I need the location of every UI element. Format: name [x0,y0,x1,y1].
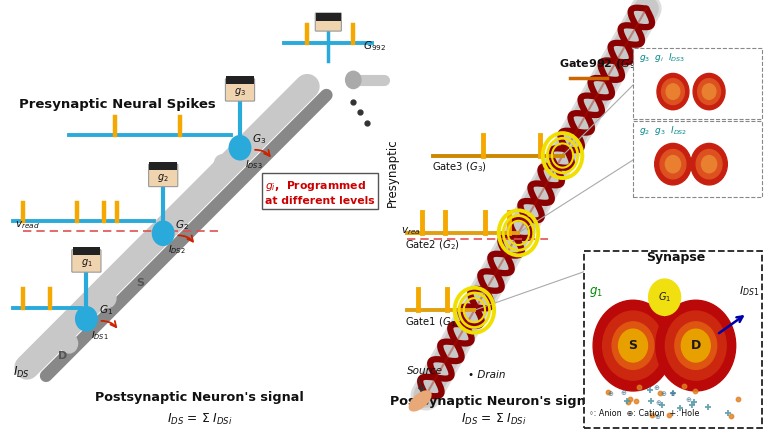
Text: Synapse: Synapse [647,251,706,264]
Text: ⊕: ⊕ [670,391,676,397]
Circle shape [697,79,720,105]
Bar [226,76,253,84]
Text: Source: Source [407,365,443,376]
Circle shape [612,322,654,369]
Circle shape [656,300,736,391]
Text: $g_2$: $g_2$ [157,172,169,184]
Circle shape [346,71,361,89]
Circle shape [665,156,680,173]
FancyBboxPatch shape [226,79,255,101]
Circle shape [61,334,78,353]
Circle shape [657,73,689,110]
Text: ⊕: ⊕ [655,400,661,406]
Text: $I_{DS}$ = $\Sigma$ $I_{DSi}$: $I_{DS}$ = $\Sigma$ $I_{DSi}$ [167,412,233,426]
Text: $I_{DS1}$: $I_{DS1}$ [91,329,109,342]
Text: $g_1$: $g_1$ [81,257,92,270]
Text: ⊕: ⊕ [654,414,660,420]
Circle shape [603,311,664,380]
FancyBboxPatch shape [316,13,341,31]
Text: Gate992 ($G_{992}$): Gate992 ($G_{992}$) [559,57,650,71]
Text: $G_3$: $G_3$ [252,133,266,146]
Circle shape [649,279,680,315]
Circle shape [618,329,647,362]
Text: Postsynaptic Neuron's signal: Postsynaptic Neuron's signal [95,391,304,404]
Bar [150,162,177,170]
Text: $I_{DS}$: $I_{DS}$ [14,365,30,380]
Text: $g_1$: $g_1$ [589,285,604,299]
Text: $v_{read}$: $v_{read}$ [401,225,425,237]
Bar [72,248,100,255]
Text: Presynaptic Neural Spikes: Presynaptic Neural Spikes [19,98,216,111]
Circle shape [229,136,250,160]
Circle shape [691,143,727,185]
FancyBboxPatch shape [633,121,763,197]
Text: $g_2$  $g_3$  $I_{DS2}$: $g_2$ $g_3$ $I_{DS2}$ [639,124,687,137]
Text: ◦: Anion  ⊕: Cation  +: Hole: ◦: Anion ⊕: Cation +: Hole [589,409,700,418]
Text: $G_1$: $G_1$ [98,304,113,318]
Text: ⊕: ⊕ [607,391,613,397]
Text: Gate2 ($G_2$): Gate2 ($G_2$) [405,238,460,252]
Text: D: D [58,351,67,362]
Circle shape [693,73,725,110]
Text: D: D [690,339,701,352]
Text: $I_{DS}$ = $\Sigma$ $I_{DSi}$: $I_{DS}$ = $\Sigma$ $I_{DSi}$ [462,413,527,427]
Text: S: S [628,339,637,352]
Circle shape [675,322,717,369]
Text: $I_{DS3}$: $I_{DS3}$ [244,158,263,171]
Circle shape [701,156,717,173]
Text: • Drain: • Drain [468,370,505,380]
Text: ⊕: ⊕ [660,391,666,397]
FancyBboxPatch shape [633,48,763,119]
Bar [316,13,341,21]
Text: ⊕: ⊕ [686,397,691,403]
Text: $G_1$: $G_1$ [658,290,671,304]
Text: $G_{992}$: $G_{992}$ [363,40,386,54]
Circle shape [661,79,684,105]
Circle shape [99,289,116,308]
Circle shape [660,149,686,179]
Ellipse shape [409,390,432,412]
Text: Gate3 ($G_3$): Gate3 ($G_3$) [432,161,487,175]
FancyBboxPatch shape [149,164,178,187]
Text: $G_2$: $G_2$ [176,218,190,232]
FancyBboxPatch shape [71,250,101,272]
Circle shape [654,143,691,185]
Text: $I_{DS2}$: $I_{DS2}$ [168,244,186,256]
Text: Postsynaptic Neuron's signal: Postsynaptic Neuron's signal [390,395,599,408]
Text: ⊕: ⊕ [620,390,626,396]
Text: $g_3$: $g_3$ [234,86,246,98]
Text: S: S [137,278,144,288]
Circle shape [681,329,710,362]
Text: ⊕: ⊕ [654,384,660,391]
Circle shape [665,311,727,380]
FancyBboxPatch shape [584,251,763,428]
Text: $v_{read}$: $v_{read}$ [15,219,39,231]
Text: $I_{DS1}$: $I_{DS1}$ [740,284,760,298]
Text: $g_i$,  Programmed
at different levels: $g_i$, Programmed at different levels [265,179,375,206]
Circle shape [75,307,97,331]
Circle shape [593,300,673,391]
Text: Presynaptic: Presynaptic [386,139,399,207]
Circle shape [157,222,174,241]
Circle shape [696,149,722,179]
Circle shape [152,221,174,245]
Text: $g_3$  $g_i$  $I_{DS3}$: $g_3$ $g_i$ $I_{DS3}$ [639,51,685,64]
Circle shape [253,127,270,146]
Circle shape [666,84,680,99]
Circle shape [214,155,231,174]
Circle shape [702,84,716,99]
Text: Gate1 ($G_1$): Gate1 ($G_1$) [405,315,460,329]
